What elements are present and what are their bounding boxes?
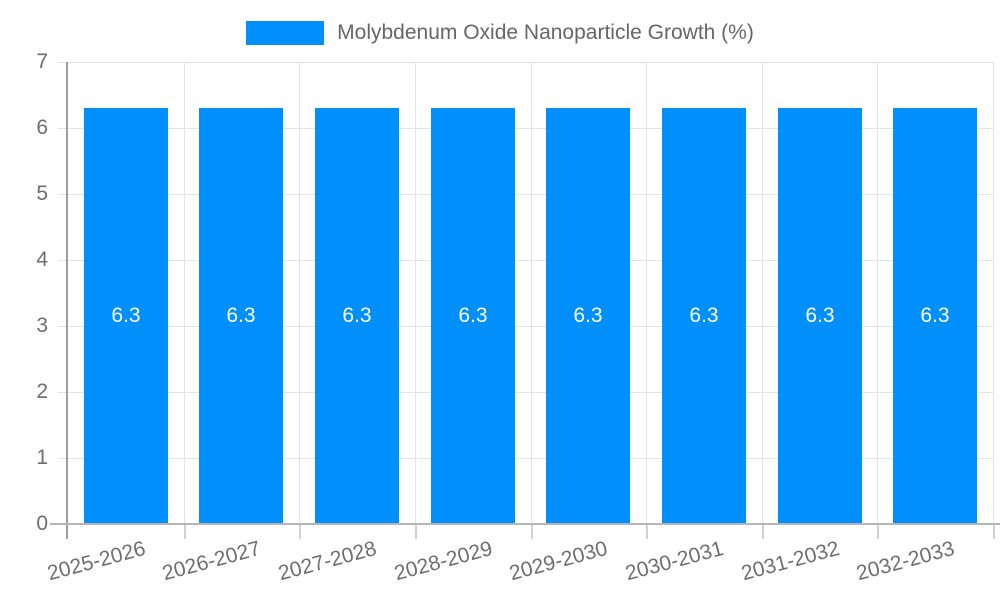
bar-value-label: 6.3 — [805, 304, 835, 327]
v-gridline — [299, 62, 300, 524]
bar[interactable] — [778, 108, 862, 524]
y-axis-tick-label: 2 — [36, 380, 48, 403]
y-axis-tick-label: 5 — [36, 182, 48, 205]
x-axis-tick — [993, 524, 995, 539]
bar-value-label: 6.3 — [573, 304, 603, 327]
h-gridline — [58, 260, 993, 261]
bar-value-label: 6.3 — [226, 304, 256, 327]
h-gridline — [58, 392, 993, 393]
h-gridline — [58, 62, 993, 63]
bar[interactable] — [84, 108, 168, 524]
v-gridline — [415, 62, 416, 524]
y-axis-tick-label: 3 — [36, 314, 48, 337]
x-axis-tick — [415, 524, 417, 539]
bar-value-label: 6.3 — [342, 304, 372, 327]
y-axis-tick-label: 7 — [36, 50, 48, 73]
h-gridline — [58, 128, 993, 129]
bar[interactable] — [315, 108, 399, 524]
bar[interactable] — [431, 108, 515, 524]
h-gridline — [58, 194, 993, 195]
x-axis-tick — [184, 524, 186, 539]
bar-value-label: 6.3 — [689, 304, 719, 327]
v-gridline — [531, 62, 532, 524]
x-axis-tick — [646, 524, 648, 539]
bar[interactable] — [893, 108, 977, 524]
y-axis-tick-label: 4 — [36, 248, 48, 271]
legend-label: Molybdenum Oxide Nanoparticle Growth (%) — [337, 21, 754, 44]
bar-value-label: 6.3 — [458, 304, 488, 327]
x-axis-tick — [299, 524, 301, 539]
h-gridline — [58, 326, 993, 327]
legend-swatch-icon — [246, 21, 325, 45]
legend[interactable]: Molybdenum Oxide Nanoparticle Growth (%) — [0, 21, 1000, 45]
bar-value-label: 6.3 — [920, 304, 950, 327]
v-gridline — [877, 62, 878, 524]
x-axis-line — [50, 523, 1000, 525]
y-axis-tick-label: 1 — [36, 446, 48, 469]
y-axis-tick-label: 6 — [36, 116, 48, 139]
x-axis-tick — [531, 524, 533, 539]
x-axis-tick — [762, 524, 764, 539]
y-axis-line — [66, 62, 68, 539]
v-gridline — [762, 62, 763, 524]
v-gridline — [993, 62, 994, 524]
bar[interactable] — [546, 108, 630, 524]
h-gridline — [58, 458, 993, 459]
v-gridline — [646, 62, 647, 524]
y-axis-tick-label: 0 — [36, 512, 48, 535]
bar[interactable] — [199, 108, 283, 524]
x-axis-tick — [877, 524, 879, 539]
bar[interactable] — [662, 108, 746, 524]
v-gridline — [184, 62, 185, 524]
bar-value-label: 6.3 — [111, 304, 141, 327]
